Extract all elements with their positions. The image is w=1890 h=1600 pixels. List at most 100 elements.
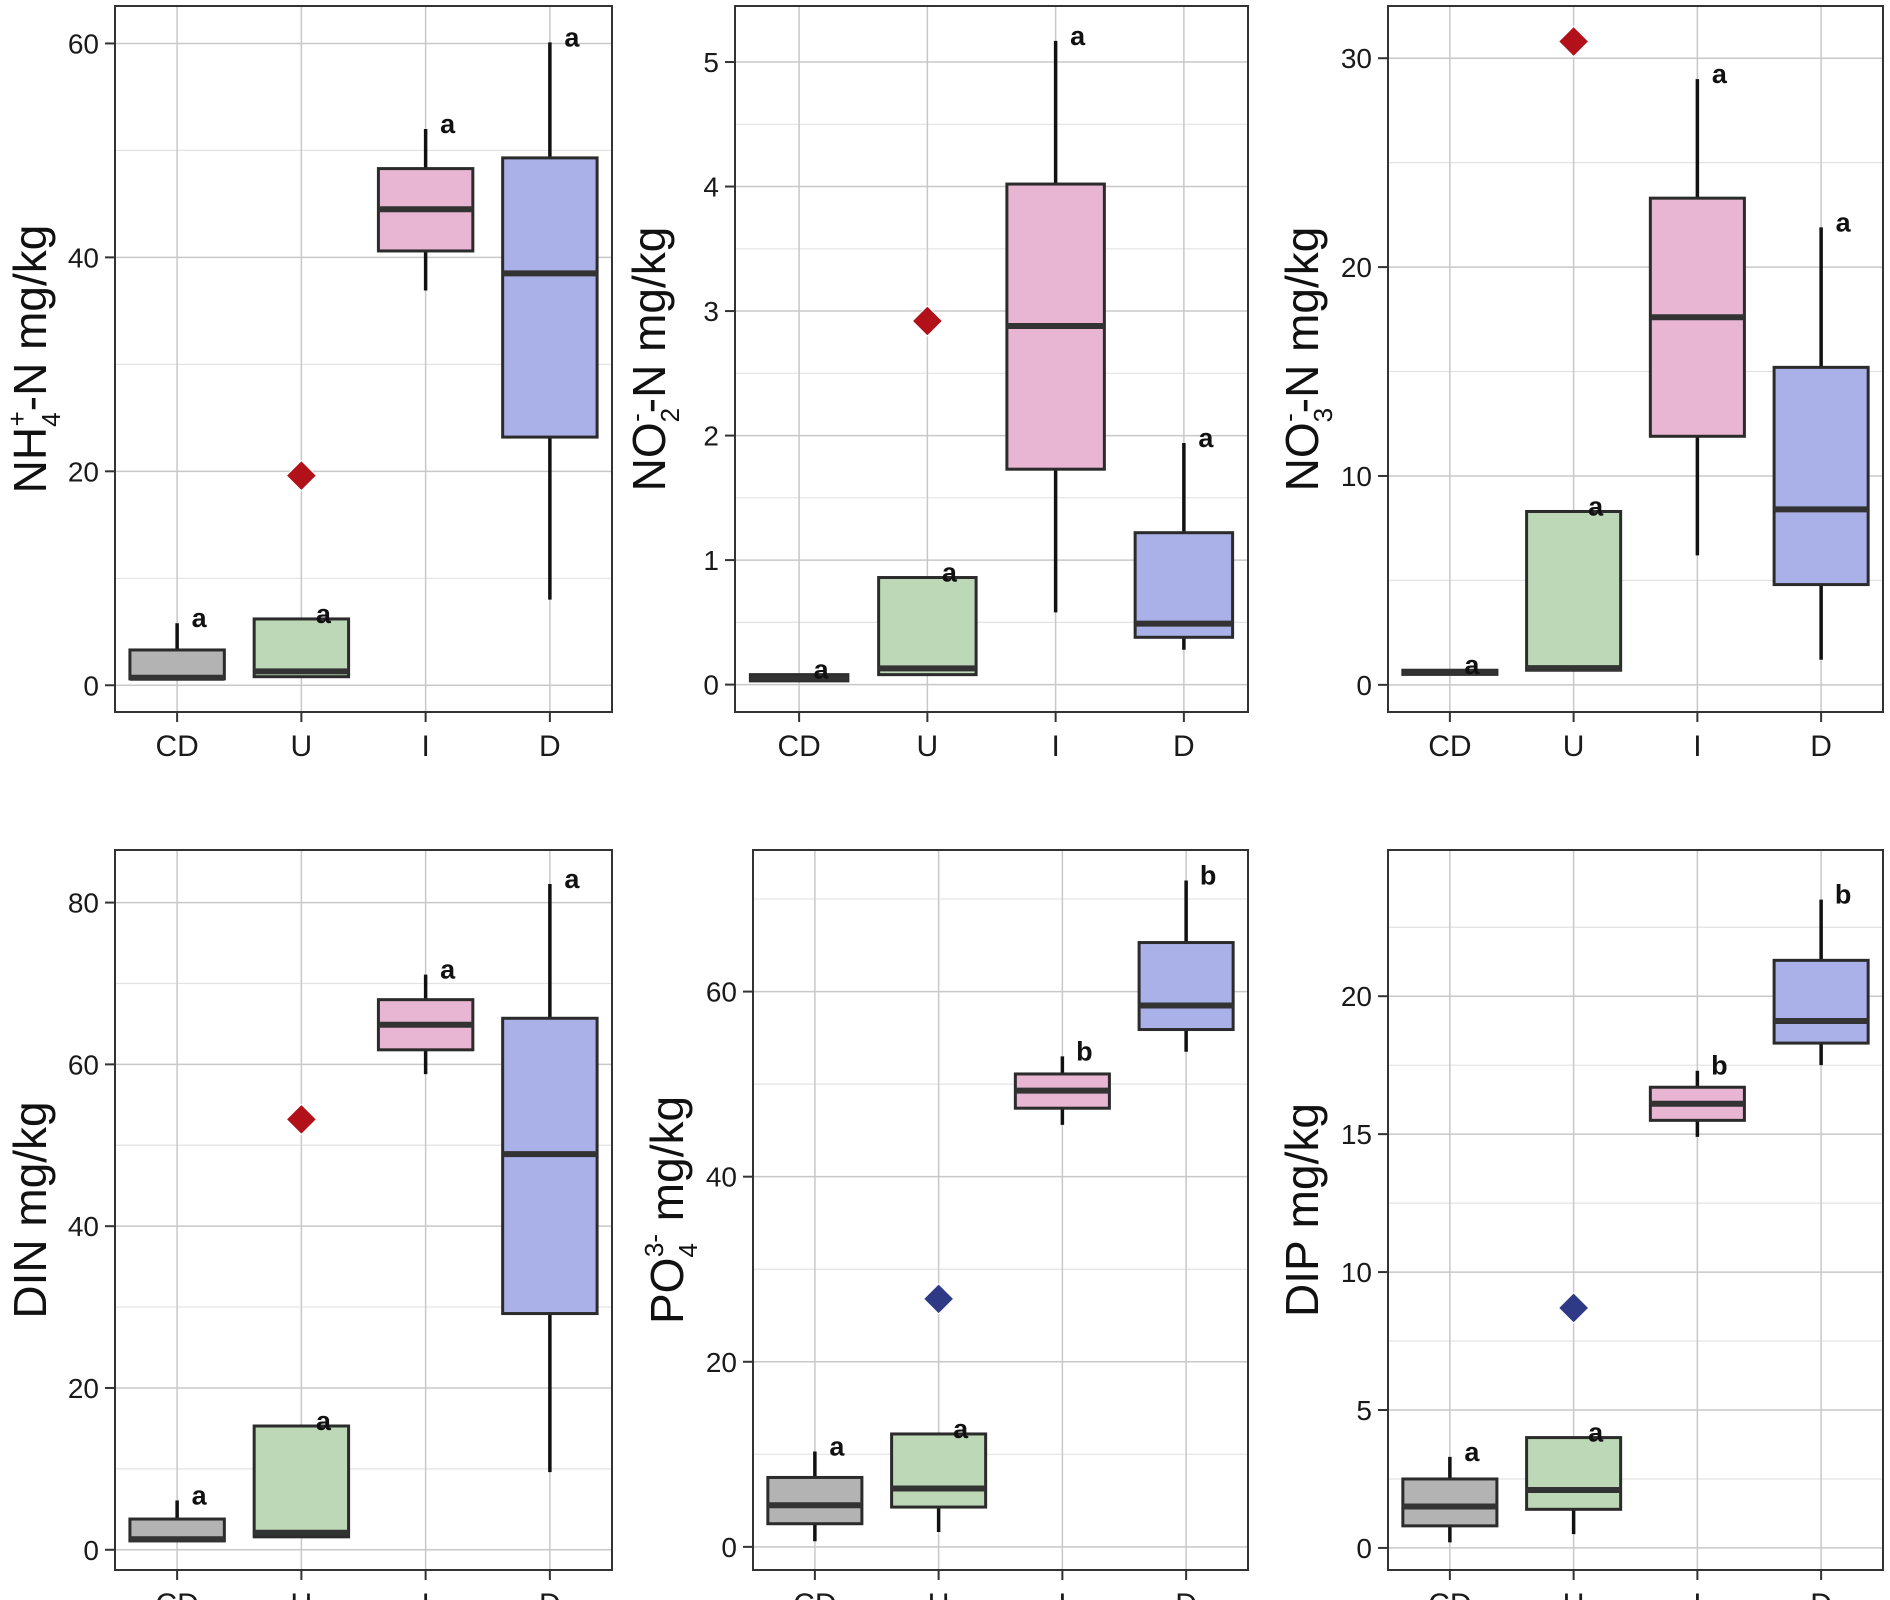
p3-plot-frame — [1387, 5, 1884, 713]
p2-plot-frame — [734, 5, 1249, 713]
p5-box-i-sig-label: b — [1076, 1036, 1093, 1066]
p1-y-axis-title-base: NH — [4, 427, 56, 493]
p5-y-axis-title: PO4 3- mg/kg — [639, 1096, 703, 1324]
p1-box-cd-sig-label: a — [192, 603, 208, 633]
panel-no3: a a a a 0 10 20 30 CD U I D NO3--N mg/kg — [1274, 5, 1884, 763]
p1-y-axis-title-sub: 4 — [36, 412, 66, 426]
p3-box-d-sig-label: a — [1836, 207, 1852, 237]
p1-y-axis-title-sup: + — [2, 411, 32, 426]
p4-xtick-label-U: U — [291, 1588, 313, 1600]
p6-xtick-label-U: U — [1563, 1588, 1585, 1600]
p5-ytick-label-2: 40 — [706, 1162, 737, 1193]
panel-nh4: a a a a 0 20 40 60 CD U I D NH4 +-N mg/kg — [2, 5, 613, 763]
p3-xtick-label-D: D — [1810, 730, 1832, 763]
p6-box-cd-sig-label: a — [1464, 1437, 1480, 1467]
p4-box-d — [501, 1016, 599, 1316]
p4-y-axis-title: DIN mg/kg — [4, 1101, 56, 1318]
p6-y-axis-title: DIP mg/kg — [1276, 1103, 1328, 1317]
p4-outlier-u-0 — [285, 1103, 318, 1136]
p6-plot-background — [1388, 850, 1883, 1570]
p3-xtick-label-CD: CD — [1428, 730, 1471, 763]
p1-box-u-sig-label: a — [316, 599, 332, 629]
p1-box-d — [501, 156, 599, 439]
p3-ytick-label-1: 10 — [1341, 461, 1372, 492]
p6-plot-frame — [1387, 849, 1884, 1571]
p3-ytick-label-2: 20 — [1341, 252, 1372, 283]
p3-plot-background — [1388, 6, 1883, 712]
p4-ytick-label-0: 0 — [83, 1535, 99, 1566]
p1-y-axis-title: NH4 +-N mg/kg — [2, 225, 66, 494]
p5-y-axis-title-rest: mg/kg — [641, 1096, 693, 1234]
p4-box-d-sig-label: a — [564, 864, 580, 894]
p6-ytick-label-3: 15 — [1341, 1119, 1372, 1150]
p6-ytick-label-4: 20 — [1341, 981, 1372, 1012]
p3-y-axis-title-base: NO — [1276, 422, 1328, 491]
p4-ytick-label-3: 60 — [68, 1049, 99, 1080]
p3-ytick-label-0: 0 — [1356, 670, 1372, 701]
p4-xtick-label-CD: CD — [155, 1588, 198, 1600]
p6-y-axis-title-base: DIP mg/kg — [1276, 1103, 1328, 1317]
p5-xtick-label-D: D — [1175, 1588, 1197, 1600]
p2-xtick-label-I: I — [1051, 730, 1059, 763]
p6-xtick-label-D: D — [1810, 1588, 1832, 1600]
p2-y-axis-title: NO2--N mg/kg — [621, 227, 685, 492]
p4-ytick-label-1: 20 — [68, 1373, 99, 1404]
p2-xtick-label-D: D — [1173, 730, 1195, 763]
p4-xtick-label-I: I — [421, 1588, 429, 1600]
p3-xtick-label-I: I — [1693, 730, 1701, 763]
p2-outlier-u-0 — [911, 305, 944, 337]
p5-y-axis-title-sup: 3- — [639, 1234, 669, 1257]
p6-ytick-label-0: 0 — [1356, 1533, 1372, 1564]
p2-ytick-label-5: 5 — [703, 47, 719, 78]
p1-y-axis-title-rest: -N mg/kg — [4, 225, 56, 412]
p4-plot-frame — [114, 849, 613, 1571]
p1-xtick-label-U: U — [291, 730, 313, 763]
p5-xtick-label-CD: CD — [793, 1588, 836, 1600]
p5-box-d-sig-label: b — [1200, 861, 1217, 891]
p3-xtick-label-U: U — [1563, 730, 1585, 763]
p2-box-i-sig-label: a — [1070, 21, 1086, 51]
p5-outlier-u-0 — [922, 1283, 955, 1315]
p2-ytick-label-4: 4 — [703, 172, 719, 203]
p4-box-u-sig-label: a — [316, 1406, 332, 1436]
p4-box-u — [252, 1424, 351, 1539]
p6-box-cd — [1401, 1477, 1499, 1528]
p6-box-u-sig-label: a — [1588, 1418, 1604, 1448]
p5-box-cd — [766, 1475, 864, 1526]
p2-y-axis-title-rest: -N mg/kg — [623, 227, 675, 414]
p6-xtick-label-I: I — [1693, 1588, 1701, 1600]
p5-xtick-label-I: I — [1058, 1588, 1066, 1600]
p1-box-u — [252, 617, 351, 679]
p6-box-i-sig-label: b — [1711, 1051, 1728, 1081]
p2-y-axis-title-sup: - — [621, 413, 651, 422]
p2-ytick-label-1: 1 — [703, 545, 719, 576]
p1-ytick-label-2: 40 — [68, 242, 99, 273]
p5-xtick-label-U: U — [928, 1588, 950, 1600]
p3-y-axis-title-sup: - — [1274, 413, 1304, 422]
p5-box-d — [1137, 941, 1235, 1032]
p5-y-axis-title-sub: 4 — [673, 1243, 703, 1257]
p3-ytick-label-3: 30 — [1341, 43, 1372, 74]
p6-box-d-sig-label: b — [1835, 880, 1852, 910]
p1-xtick-label-D: D — [539, 730, 561, 763]
p2-box-u — [877, 576, 978, 677]
p1-ytick-label-3: 60 — [68, 28, 99, 59]
p2-y-axis-title-sub: 2 — [655, 408, 685, 422]
p3-outlier-u-0 — [1557, 25, 1590, 58]
p6-box-d — [1772, 958, 1870, 1045]
p1-xtick-label-CD: CD — [155, 730, 198, 763]
p3-box-i-sig-label: a — [1712, 59, 1728, 89]
p3-box-d — [1772, 365, 1870, 587]
p2-xtick-label-U: U — [917, 730, 939, 763]
p2-y-axis-title-base: NO — [623, 422, 675, 491]
p6-xtick-label-CD: CD — [1428, 1588, 1471, 1600]
p3-box-u-sig-label: a — [1588, 491, 1604, 521]
p4-box-cd-sig-label: a — [192, 1480, 208, 1510]
p4-xtick-label-D: D — [539, 1588, 561, 1600]
p2-ytick-label-2: 2 — [703, 421, 719, 452]
p6-box-u — [1525, 1436, 1623, 1511]
p5-ytick-label-3: 60 — [706, 977, 737, 1008]
p4-ytick-label-4: 80 — [68, 888, 99, 919]
